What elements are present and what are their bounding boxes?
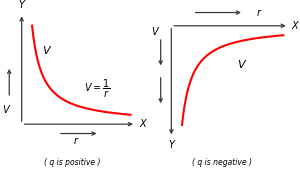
Text: V: V [2,105,8,115]
Text: V: V [238,60,245,71]
Text: Y: Y [168,140,174,150]
Text: V: V [151,27,158,37]
Text: Y: Y [19,0,25,10]
Text: ( q is negative ): ( q is negative ) [192,158,252,168]
Text: V: V [42,46,50,56]
Text: X: X [139,119,146,129]
Text: ( q is positive ): ( q is positive ) [44,158,100,168]
Text: r: r [74,136,78,146]
Text: X: X [292,21,298,31]
Text: $V=\dfrac{1}{r}$: $V=\dfrac{1}{r}$ [84,77,111,100]
Text: r: r [257,8,261,18]
